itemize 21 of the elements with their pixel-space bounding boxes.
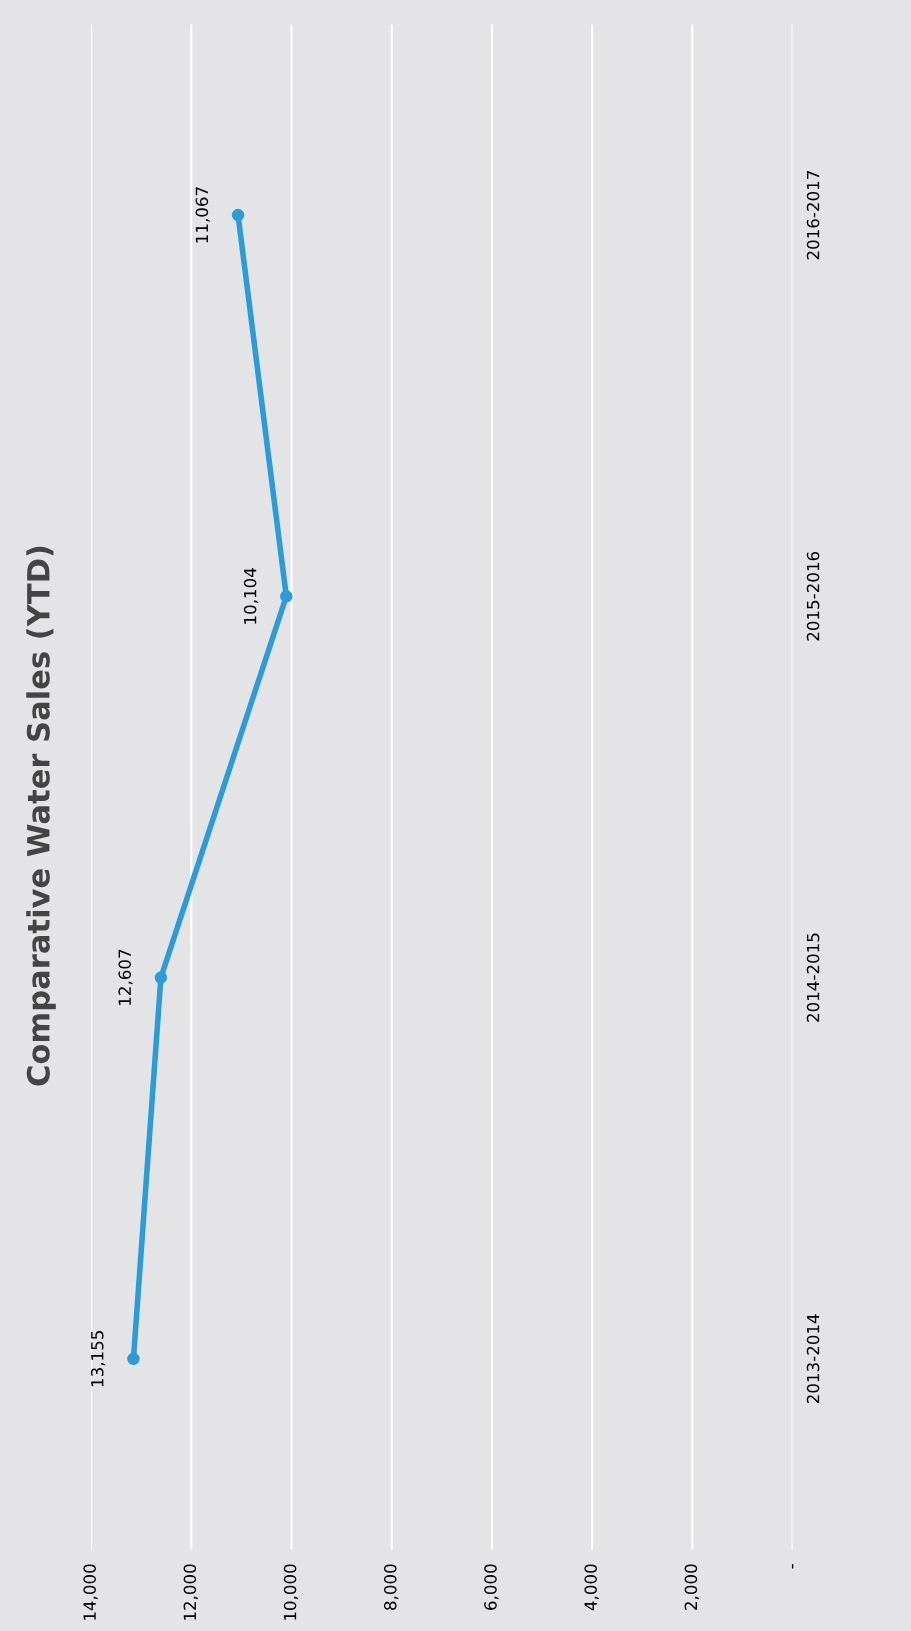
y-tick-label: 2016-2017 [806,171,820,260]
data-label: 13,155 [90,1331,106,1387]
x-tick-label: 14,000 [83,1564,98,1620]
x-tick-label: - [791,1564,794,1569]
data-label: 11,067 [195,187,210,243]
point [231,208,245,222]
x-tick-label: 2,000 [684,1564,699,1610]
data-label: 12,607 [118,949,133,1005]
point [154,971,168,984]
y-tick-label: 2014-2015 [806,933,820,1022]
x-tick-label: 10,000 [283,1564,299,1620]
x-tick-label: 4,000 [584,1564,599,1611]
point [280,590,293,603]
y-tick-label: 2015-2016 [806,551,820,641]
x-tick-label: 8,000 [383,1564,399,1610]
point [127,1352,140,1366]
y-tick-label: 2013-2014 [806,1314,820,1404]
x-tick-label: 12,000 [183,1564,198,1620]
x-tick-label: 6,000 [484,1564,499,1610]
data-label: 10,104 [243,568,259,624]
text: Comparative Water Sales (YTD) [26,546,56,1086]
